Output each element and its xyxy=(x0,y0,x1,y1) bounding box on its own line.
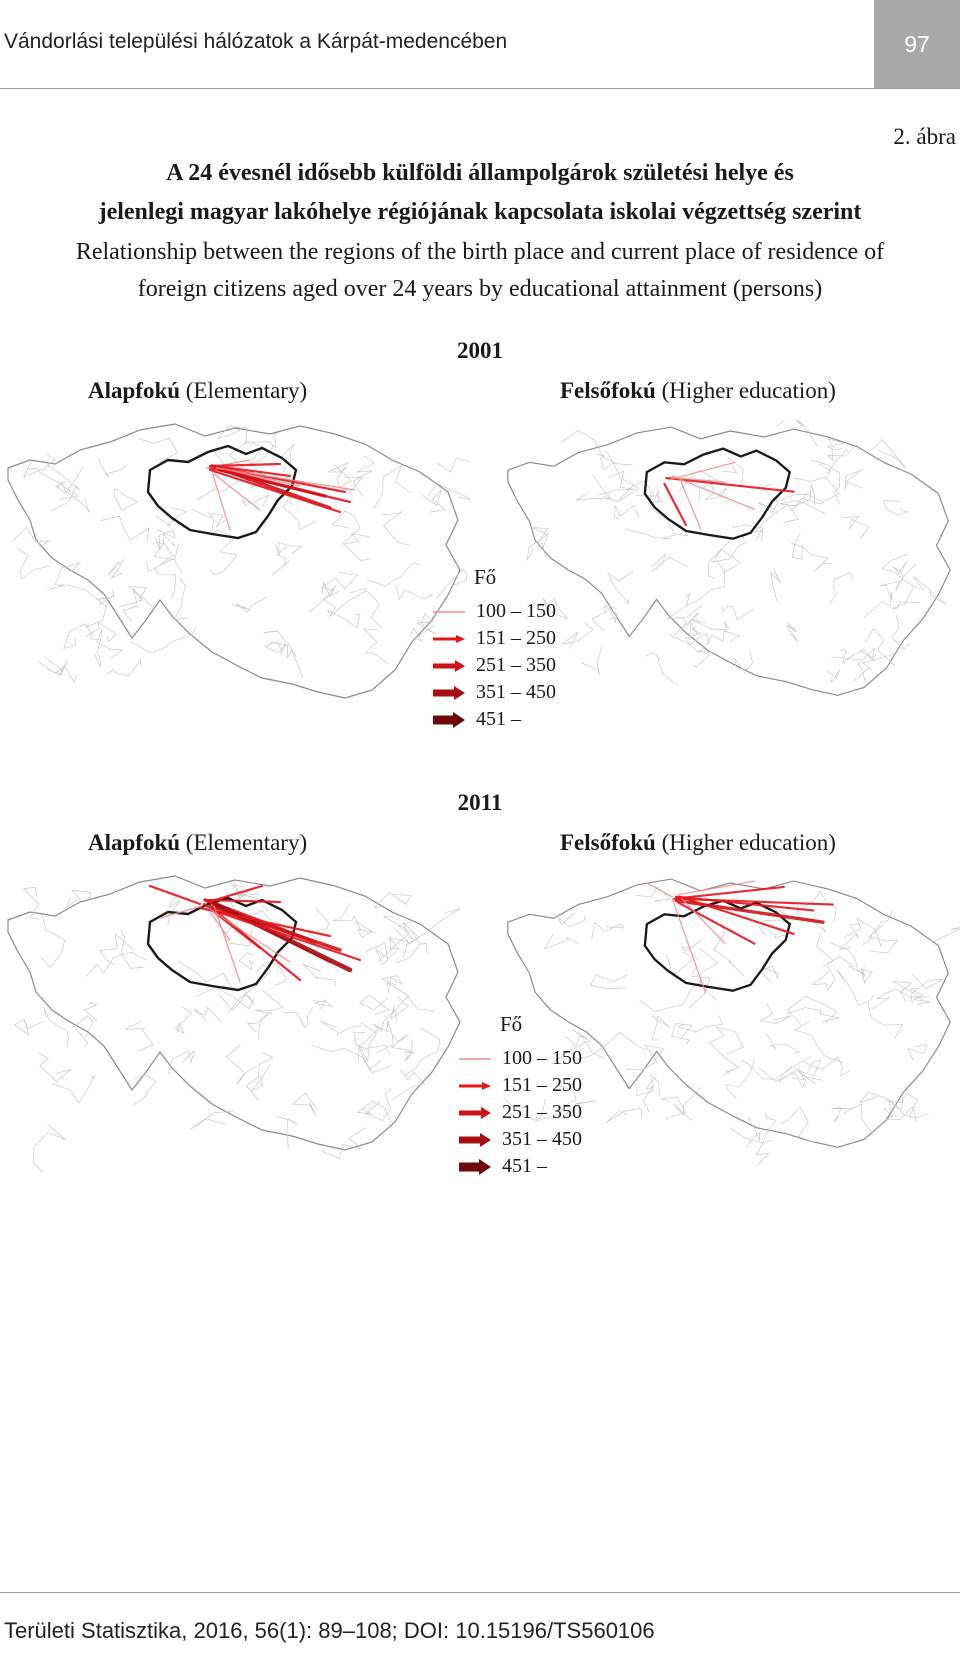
year-label-2001: 2001 xyxy=(457,338,503,363)
legend-label: 100 – 150 xyxy=(476,600,556,622)
migration-flow-line xyxy=(675,897,834,906)
legend-item: 151 – 250 xyxy=(458,1072,582,1099)
migration-flow-line xyxy=(159,905,203,919)
year-label-2011: 2011 xyxy=(457,790,503,815)
legend-item: 100 – 150 xyxy=(458,1045,582,1072)
label-bold: Felsőfokú xyxy=(560,830,656,855)
migration-flow-line xyxy=(663,482,688,527)
legend-label: 451 – xyxy=(502,1155,547,1177)
migration-flow-line xyxy=(148,884,202,906)
migration-flow-line xyxy=(208,468,342,514)
map-label-2011-higher: Felsőfokú (Higher education) xyxy=(560,830,836,856)
legend-item: 351 – 450 xyxy=(458,1126,582,1153)
label-bold: Alapfokú xyxy=(88,378,181,403)
running-title: Vándorlási települési hálózatok a Kárpát… xyxy=(4,30,508,53)
title-hu-line-1: A 24 évesnél idősebb külföldi állampolgá… xyxy=(166,160,794,186)
migration-flow-line xyxy=(215,467,356,491)
legend-item: 251 – 350 xyxy=(458,1099,582,1126)
flow-symbol xyxy=(458,1106,492,1120)
legend-label: 151 – 250 xyxy=(476,627,556,649)
flow-symbol xyxy=(432,606,466,618)
migration-flow-line xyxy=(208,462,282,468)
flow-symbol xyxy=(458,1080,492,1092)
label-rest: (Higher education) xyxy=(655,830,836,855)
flow-symbol xyxy=(432,685,466,701)
label-rest: (Elementary) xyxy=(180,378,308,403)
migration-flow-line xyxy=(213,464,292,478)
migration-flow-line xyxy=(673,477,726,483)
legend-label: 151 – 250 xyxy=(502,1074,582,1096)
legend-item: 351 – 450 xyxy=(432,679,556,706)
migration-flow-line xyxy=(681,898,726,945)
flow-symbol xyxy=(458,1132,492,1148)
page-number: 97 xyxy=(874,0,960,88)
legend-2011: Fő 100 – 150 151 – 250 251 – 350 351 – 4… xyxy=(458,1012,582,1180)
map-2011-higher xyxy=(503,878,960,1166)
legend-label: 351 – 450 xyxy=(502,1128,582,1150)
label-bold: Alapfokú xyxy=(88,830,181,855)
migration-flow-line xyxy=(213,473,261,511)
title-hu-line-2: jelenlegi magyar lakóhelye régiójának ka… xyxy=(98,199,862,225)
legend-title: Fő xyxy=(500,1012,523,1036)
hungary-border xyxy=(643,447,792,540)
flow-symbol xyxy=(458,1158,492,1176)
header-divider xyxy=(0,88,960,89)
figure-title-english: Relationship between the regions of the … xyxy=(0,234,960,308)
map-label-2001-higher: Felsőfokú (Higher education) xyxy=(560,378,836,404)
label-rest: (Higher education) xyxy=(655,378,836,403)
legend-title: Fő xyxy=(474,565,497,589)
footer-citation: Területi Statisztika, 2016, 56(1): 89–10… xyxy=(4,1618,655,1643)
migration-flow-line xyxy=(671,898,707,994)
map-2001-elementary xyxy=(7,423,470,699)
label-bold: Felsőfokú xyxy=(560,378,656,403)
map-2001-higher xyxy=(507,420,951,696)
footer-divider xyxy=(0,1592,960,1593)
legend-label: 451 – xyxy=(476,708,521,730)
figure-number: 2. ábra xyxy=(893,124,956,149)
legend-item: 100 – 150 xyxy=(432,598,556,625)
migration-flow-line xyxy=(210,908,362,962)
migration-flow-line xyxy=(680,481,702,530)
title-en-line-2: foreign citizens aged over 24 years by e… xyxy=(137,276,823,302)
map-2011-elementary xyxy=(7,875,461,1172)
legend-item: 151 – 250 xyxy=(432,625,556,652)
migration-flow-line xyxy=(673,885,785,900)
migration-flow-line xyxy=(667,461,736,481)
region-boundaries xyxy=(526,420,947,687)
carpathian-basin-outline xyxy=(7,875,461,1151)
migration-flow-line xyxy=(671,475,756,510)
map-label-2011-elementary: Alapfokú (Elementary) xyxy=(88,830,307,856)
flow-symbol xyxy=(432,633,466,645)
region-boundaries xyxy=(12,425,470,684)
migration-flow-line xyxy=(218,468,327,498)
migration-flow-line xyxy=(207,907,291,963)
legend-label: 251 – 350 xyxy=(476,654,556,676)
migration-flow-line xyxy=(679,895,795,935)
region-boundaries xyxy=(13,882,461,1172)
legend-item: 251 – 350 xyxy=(432,652,556,679)
migration-flow-line xyxy=(209,911,231,941)
migration-flow-line xyxy=(646,882,673,898)
map-label-2001-elementary: Alapfokú (Elementary) xyxy=(88,378,307,404)
legend-label: 251 – 350 xyxy=(502,1101,582,1123)
legend-label: 351 – 450 xyxy=(476,681,556,703)
title-en-line-1: Relationship between the regions of the … xyxy=(75,239,885,265)
migration-flow-line xyxy=(211,471,231,531)
legend-item: 451 – xyxy=(458,1153,582,1180)
migration-flow-line xyxy=(213,905,241,983)
legend-2001: Fő 100 – 150 151 – 250 251 – 350 351 – 4… xyxy=(432,565,556,733)
carpathian-basin-outline xyxy=(507,426,951,696)
migration-flow-line xyxy=(665,476,795,493)
figure-title-hungarian: A 24 évesnél idősebb külföldi állampolgá… xyxy=(0,154,960,232)
label-rest: (Elementary) xyxy=(180,830,308,855)
migration-flow-line xyxy=(677,901,756,945)
page-header: Vándorlási települési hálózatok a Kárpát… xyxy=(0,0,960,88)
legend-label: 100 – 150 xyxy=(502,1047,582,1069)
migration-flow-line xyxy=(204,898,282,904)
flow-symbol xyxy=(458,1053,492,1065)
legend-item: 451 – xyxy=(432,706,556,733)
flow-symbol xyxy=(432,711,466,729)
flow-symbol xyxy=(432,659,466,673)
migration-flow-line xyxy=(677,880,756,896)
